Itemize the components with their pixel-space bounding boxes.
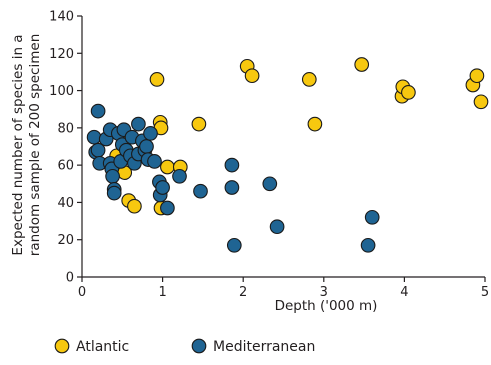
point-mediterranean <box>147 154 162 169</box>
x-tick-label: 2 <box>239 285 247 300</box>
x-tick-label: 0 <box>78 285 86 300</box>
point-mediterranean <box>193 183 208 199</box>
legend-label-mediterranean: Mediterranean <box>213 339 315 355</box>
point-mediterranean <box>139 139 154 154</box>
point-mediterranean <box>172 168 187 184</box>
y-tick-label: 40 <box>57 196 74 211</box>
point-atlantic <box>307 116 323 132</box>
legend-label-atlantic: Atlantic <box>76 339 129 355</box>
y-tick-label: 0 <box>66 271 74 286</box>
x-tick-label: 4 <box>400 285 408 300</box>
point-mediterranean <box>86 129 102 145</box>
x-tick-label: 5 <box>481 285 489 300</box>
y-axis-title: Expected number of species in a random s… <box>10 34 43 256</box>
y-tick-label: 120 <box>49 47 74 62</box>
point-mediterranean <box>160 200 175 216</box>
point-atlantic <box>127 198 142 214</box>
point-mediterranean <box>226 237 242 253</box>
point-atlantic <box>160 159 175 175</box>
point-mediterranean <box>105 168 120 184</box>
legend-marker-atlantic <box>54 338 70 354</box>
point-mediterranean <box>131 116 146 132</box>
axes: 0 20 40 60 80 100 120 140 0 1 2 3 4 5 <box>49 10 489 301</box>
point-mediterranean <box>224 157 240 173</box>
point-atlantic <box>473 94 489 110</box>
y-tick-label: 100 <box>49 84 74 99</box>
legend-marker-mediterranean <box>191 338 207 354</box>
point-mediterranean <box>90 103 106 119</box>
point-mediterranean <box>269 219 285 235</box>
point-mediterranean <box>143 126 158 141</box>
legend: Atlantic Mediterranean <box>54 338 315 355</box>
point-atlantic <box>401 85 416 100</box>
point-atlantic <box>301 72 317 87</box>
point-atlantic <box>244 68 260 84</box>
point-mediterranean <box>364 209 380 225</box>
x-axis-title: Depth ('000 m) <box>275 298 378 314</box>
point-mediterranean <box>360 237 376 253</box>
y-axis-title-line-2: random sample of 200 specimen <box>27 34 43 256</box>
point-mediterranean <box>224 180 240 195</box>
data-points <box>86 57 489 253</box>
point-atlantic <box>191 116 207 132</box>
point-mediterranean <box>106 185 122 201</box>
x-tick-label: 1 <box>158 285 166 300</box>
y-axis-title-line-1: Expected number of species in a <box>10 34 26 255</box>
y-tick-label: 80 <box>57 121 74 136</box>
series-mediterranean <box>86 103 380 253</box>
y-tick-label: 140 <box>49 10 74 25</box>
point-atlantic <box>149 72 165 87</box>
legend-item-atlantic: Atlantic <box>54 338 129 355</box>
point-atlantic <box>354 57 370 72</box>
legend-item-mediterranean: Mediterranean <box>191 338 315 355</box>
x-tick-label: 3 <box>320 285 328 300</box>
point-atlantic <box>469 68 485 84</box>
y-tick-label: 20 <box>57 233 74 248</box>
point-mediterranean <box>155 180 170 195</box>
y-tick-label: 60 <box>57 159 74 174</box>
point-mediterranean <box>262 176 278 192</box>
